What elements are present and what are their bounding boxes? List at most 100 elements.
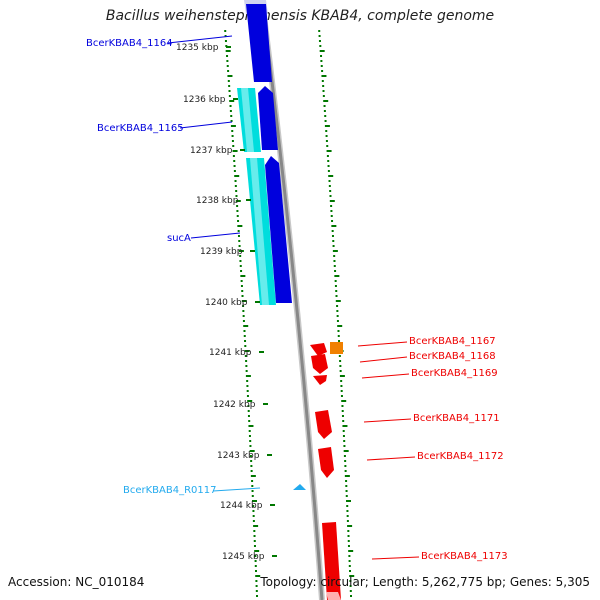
inner-tick-mark bbox=[245, 360, 248, 362]
inner-tick-mark bbox=[255, 570, 258, 572]
inner-tick-mark bbox=[232, 150, 238, 152]
outer-tick-mark bbox=[347, 540, 350, 542]
inner-tick-mark bbox=[230, 120, 233, 122]
outer-tick-mark bbox=[322, 95, 325, 97]
inner-tick-mark bbox=[231, 135, 234, 137]
ruler-label: 1239 kbp bbox=[200, 247, 243, 257]
outer-tick-mark bbox=[326, 145, 329, 147]
outer-tick-mark bbox=[334, 275, 340, 277]
gene-feature-bcerkbab4-1172[interactable] bbox=[318, 447, 334, 478]
inner-tick-mark bbox=[246, 385, 249, 387]
ruler-major-tick bbox=[259, 351, 264, 353]
gene-leader-line bbox=[361, 373, 410, 379]
outer-tick-mark bbox=[325, 135, 328, 137]
outer-tick-mark bbox=[336, 310, 339, 312]
ruler-label: 1236 kbp bbox=[183, 95, 226, 105]
ruler-major-tick bbox=[255, 301, 260, 303]
outer-tick-mark bbox=[318, 30, 321, 32]
outer-tick-mark bbox=[346, 515, 349, 517]
outer-tick-mark bbox=[343, 450, 349, 452]
outer-tick-mark bbox=[335, 295, 338, 297]
gene-label[interactable]: sucA bbox=[167, 233, 191, 244]
outer-tick-mark bbox=[345, 485, 348, 487]
inner-tick-mark bbox=[256, 595, 259, 597]
inner-tick-mark bbox=[240, 275, 246, 277]
inner-tick-mark bbox=[226, 65, 229, 67]
outer-tick-mark bbox=[322, 90, 325, 92]
inner-tick-mark bbox=[252, 520, 255, 522]
inner-tick-mark bbox=[245, 375, 251, 377]
outer-tick-mark bbox=[333, 265, 336, 267]
inner-tick-mark bbox=[254, 565, 257, 567]
gene-feature-bcerkbab4-1169[interactable] bbox=[313, 375, 327, 385]
outer-tick-mark bbox=[330, 205, 333, 207]
inner-tick-mark bbox=[248, 435, 251, 437]
inner-tick-mark bbox=[254, 550, 260, 552]
outer-tick-mark bbox=[323, 110, 326, 112]
gene-feature-bcerkbab4-1164[interactable] bbox=[246, 4, 272, 82]
gene-label[interactable]: BcerKBAB4_1169 bbox=[411, 368, 498, 379]
outer-tick-mark bbox=[349, 590, 352, 592]
outer-tick-mark bbox=[340, 385, 343, 387]
inner-tick-mark bbox=[250, 460, 253, 462]
ruler-major-tick bbox=[270, 504, 275, 506]
inner-tick-mark bbox=[236, 205, 239, 207]
inner-tick-mark bbox=[228, 85, 231, 87]
gene-label[interactable]: BcerKBAB4_1171 bbox=[413, 413, 500, 424]
gene-label[interactable]: BcerKBAB4_R0117 bbox=[123, 485, 217, 496]
inner-tick-mark bbox=[247, 405, 250, 407]
gene-label[interactable]: BcerKBAB4_1165 bbox=[97, 123, 184, 134]
inner-tick-mark bbox=[224, 40, 227, 42]
gene-label[interactable]: BcerKBAB4_1164 bbox=[86, 38, 173, 49]
ruler-major-tick bbox=[267, 454, 272, 456]
outer-tick-mark bbox=[340, 390, 343, 392]
outer-tick-mark bbox=[336, 320, 339, 322]
ruler-label: 1241 kbp bbox=[209, 348, 252, 358]
gene-feature-bcerkbab4-1168[interactable] bbox=[310, 343, 327, 356]
inner-tick-mark bbox=[230, 125, 236, 127]
genome-title: Bacillus weihenstephanensis KBAB4, compl… bbox=[105, 8, 495, 24]
outer-tick-mark bbox=[341, 410, 344, 412]
inner-tick-mark bbox=[247, 410, 250, 412]
outer-tick-mark bbox=[346, 510, 349, 512]
ruler-label: 1237 kbp bbox=[190, 146, 233, 156]
inner-tick-mark bbox=[232, 145, 235, 147]
inner-tick-mark bbox=[243, 325, 249, 327]
gene-feature-bcerkbab4-1168b[interactable] bbox=[311, 354, 328, 374]
outer-tick-mark bbox=[319, 50, 325, 52]
inner-tick-mark bbox=[237, 235, 240, 237]
inner-tick-mark bbox=[224, 35, 227, 37]
inner-tick-mark bbox=[236, 215, 239, 217]
gene-feature-suca[interactable] bbox=[265, 156, 292, 303]
outer-tick-mark bbox=[344, 460, 347, 462]
inner-tick-mark bbox=[254, 560, 257, 562]
outer-tick-mark bbox=[331, 230, 334, 232]
gene-feature-bcerkbab4-r0117[interactable] bbox=[293, 484, 306, 490]
inner-tick-mark bbox=[233, 170, 236, 172]
gene-feature-bcerkbab4-1165[interactable] bbox=[258, 86, 278, 150]
inner-tick-mark bbox=[252, 500, 257, 502]
outer-tick-mark bbox=[341, 405, 344, 407]
outer-tick-mark bbox=[330, 210, 333, 212]
outer-tick-mark bbox=[332, 245, 335, 247]
gene-label[interactable]: BcerKBAB4_1168 bbox=[409, 351, 496, 362]
gene-leader-line bbox=[366, 456, 416, 461]
gene-label[interactable]: BcerKBAB4_1173 bbox=[421, 551, 508, 562]
outer-tick-mark bbox=[332, 240, 335, 242]
inner-tick-mark bbox=[227, 80, 230, 82]
inner-tick-mark bbox=[253, 545, 256, 547]
gene-feature-bcerkbab4-1173[interactable] bbox=[322, 522, 341, 600]
outer-tick-mark bbox=[319, 45, 322, 47]
gene-label[interactable]: BcerKBAB4_1172 bbox=[417, 451, 504, 462]
gene-feature-bcerkbab4-1171[interactable] bbox=[315, 410, 332, 439]
inner-tick-mark bbox=[243, 330, 246, 332]
ruler-label: 1240 kbp bbox=[205, 298, 248, 308]
outer-tick-mark bbox=[348, 550, 354, 552]
inner-tick-mark bbox=[241, 290, 244, 292]
gene-label[interactable]: BcerKBAB4_1167 bbox=[409, 336, 496, 347]
inner-tick-mark bbox=[244, 345, 247, 347]
inner-tick-mark bbox=[251, 485, 254, 487]
inner-tick-mark bbox=[244, 355, 247, 357]
outer-tick-mark bbox=[345, 480, 348, 482]
gene-feature-bcerkbab4-1167[interactable] bbox=[330, 342, 343, 354]
